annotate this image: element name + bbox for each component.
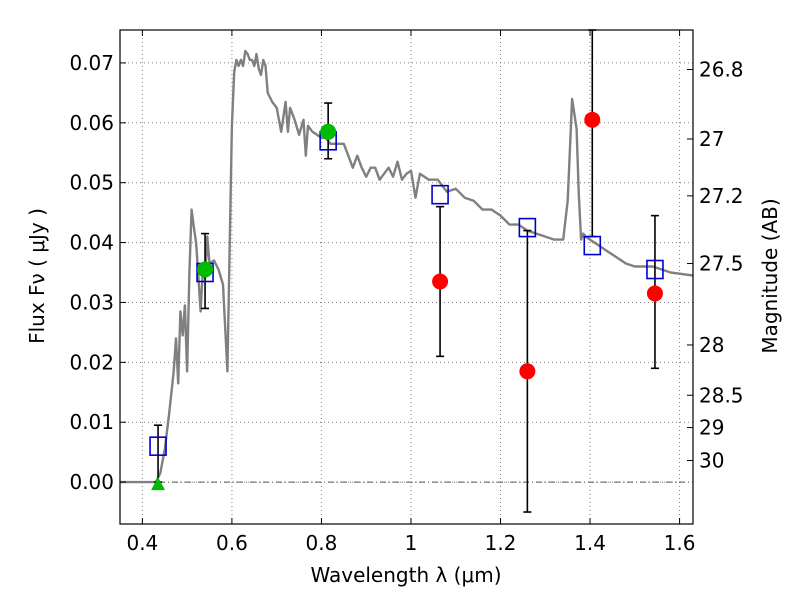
model-photometry-square bbox=[646, 259, 664, 280]
right-tick-label: 28.5 bbox=[699, 383, 744, 407]
x-tick-label: 0.8 bbox=[306, 531, 338, 555]
right-tick-label: 30 bbox=[699, 449, 724, 473]
detection-point-green bbox=[197, 261, 214, 278]
data-markers bbox=[149, 111, 664, 491]
model-photometry-square bbox=[518, 217, 537, 238]
right-tick-label: 27 bbox=[699, 127, 724, 151]
right-tick-label: 27.5 bbox=[699, 252, 744, 276]
model-photometry-square bbox=[583, 235, 602, 256]
y-tick-label: 0.06 bbox=[69, 111, 114, 135]
y-axis-label: Flux Fν ( μJy ) bbox=[25, 208, 49, 344]
y-tick-label: 0.04 bbox=[69, 231, 114, 255]
upper-limit-triangle bbox=[151, 477, 166, 491]
y-tick-label: 0.05 bbox=[69, 171, 114, 195]
detection-point-green bbox=[320, 123, 337, 140]
right-tick-label: 26.8 bbox=[699, 58, 744, 82]
x-tick-label: 1 bbox=[405, 531, 418, 555]
y-tick-label: 0.07 bbox=[69, 51, 114, 75]
x-axis-label: Wavelength λ (μm) bbox=[310, 563, 501, 587]
detection-point-red bbox=[584, 111, 601, 128]
right-tick-labels: 26.8 27 27.2 27.5 28 28.5 29 30 bbox=[699, 58, 744, 473]
right-tick-label: 28 bbox=[699, 333, 724, 357]
model-photometry-square bbox=[431, 184, 449, 205]
detection-point-red bbox=[519, 363, 536, 380]
right-tick-label: 27.2 bbox=[699, 184, 744, 208]
right-tick-label: 29 bbox=[699, 416, 724, 440]
x-tick-label: 1.4 bbox=[574, 531, 606, 555]
x-tick-labels: 0.4 0.6 0.8 1 1.2 1.4 1.6 bbox=[126, 531, 695, 555]
detection-point-red bbox=[646, 285, 663, 302]
y-tick-label: 0.00 bbox=[69, 470, 114, 494]
y-tick-label: 0.02 bbox=[69, 350, 114, 374]
right-axis-label: Magnitude (AB) bbox=[758, 198, 782, 353]
x-tick-label: 0.4 bbox=[126, 531, 158, 555]
x-tick-label: 1.6 bbox=[664, 531, 696, 555]
y-tick-label: 0.03 bbox=[69, 290, 114, 314]
x-tick-label: 1.2 bbox=[485, 531, 517, 555]
detection-point-red bbox=[432, 273, 449, 290]
ticks bbox=[120, 30, 693, 524]
model-photometry-square bbox=[149, 436, 167, 456]
x-tick-label: 0.6 bbox=[216, 531, 248, 555]
y-tick-labels: 0.00 0.01 0.02 0.03 0.04 0.05 0.06 0.07 bbox=[69, 51, 114, 494]
plot-frame bbox=[119, 29, 694, 525]
y-tick-label: 0.01 bbox=[69, 410, 114, 434]
